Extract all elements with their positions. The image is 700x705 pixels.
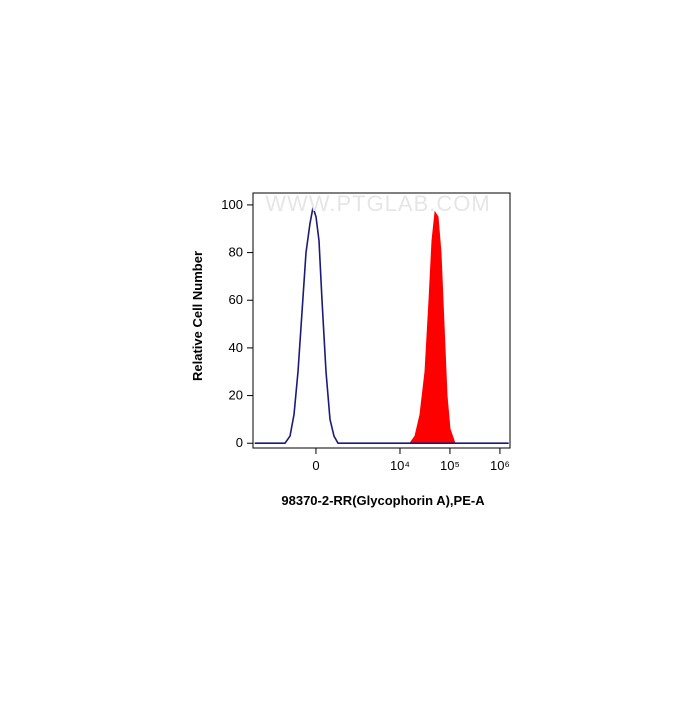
plot-frame [252, 192, 511, 449]
y-tick-label: 0 [236, 435, 243, 450]
x-axis-label: 98370-2-RR(Glycophorin A),PE-A [281, 493, 485, 508]
y-axis-label: Relative Cell Number [190, 251, 205, 381]
x-tick-label: 10⁴ [390, 458, 410, 473]
histogram-area [409, 210, 456, 444]
y-tick-label: 80 [229, 245, 243, 260]
y-tick-label: 40 [229, 340, 243, 355]
x-tick-label: 10⁵ [440, 458, 460, 473]
y-tick-label: 100 [221, 197, 243, 212]
histogram-line [254, 207, 509, 444]
y-tick-label: 20 [229, 388, 243, 403]
y-tick-label: 60 [229, 292, 243, 307]
x-tick-label: 0 [312, 458, 319, 473]
x-tick-label: 10⁶ [490, 458, 510, 473]
plot-area [254, 207, 509, 444]
watermark: WWW.PTGLAB.COM [265, 191, 490, 216]
